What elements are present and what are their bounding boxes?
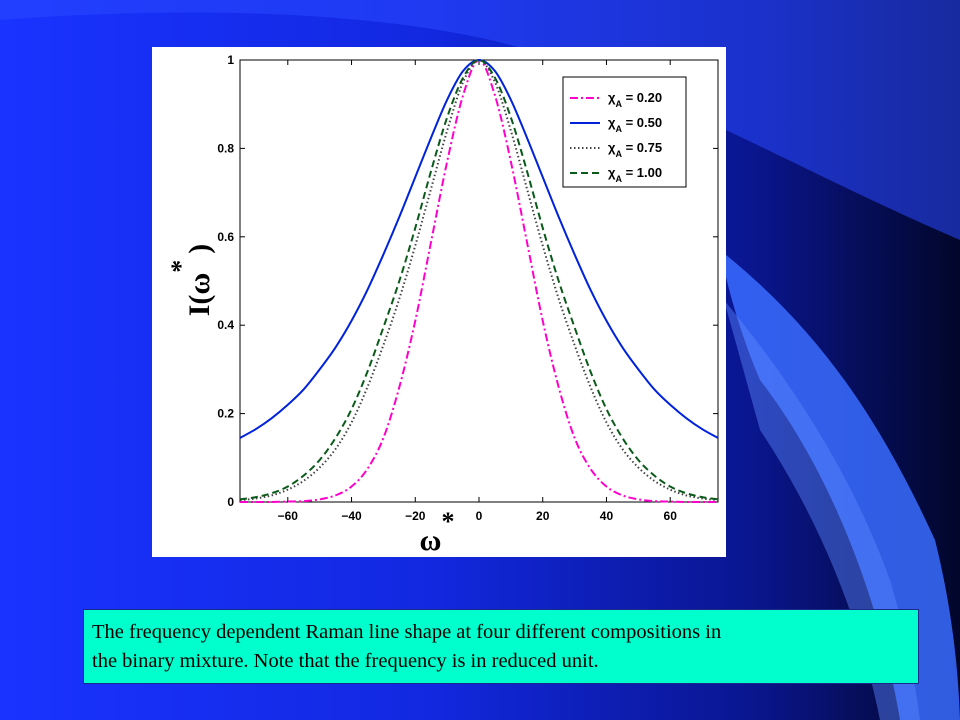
y-tick-label: 0.6 [217,230,234,244]
caption-line-1: The frequency dependent Raman line shape… [92,621,722,643]
legend-value: = 0.75 [622,140,662,155]
x-tick-label: 40 [600,509,614,523]
legend-value: = 0.50 [622,115,662,130]
legend-box [562,76,687,188]
curves [239,58,719,504]
y-tick-label: 1 [227,53,234,67]
y-axis-label: I(ω*) [166,244,216,317]
legend-value: = 1.00 [622,165,662,180]
legend-subscript: A [615,174,622,184]
y-axis-label-main: I(ω [183,273,216,317]
caption-box: The frequency dependent Raman line shape… [83,609,919,684]
legend-value: = 0.20 [622,90,662,105]
y-tick-label: 0.2 [217,407,234,421]
y-axis-label-close: ) [183,244,216,254]
series-line-3 [239,58,719,502]
legend-symbol: χ [608,115,616,130]
series-line-2 [239,58,719,439]
legend-label-3: χA = 0.75 [608,140,662,159]
x-axis-label-main: ω [420,524,442,557]
legend-symbol: χ [608,140,616,155]
legend-subscript: A [615,149,622,159]
background-ribbon-right [720,250,960,720]
legend-label-1: χA = 0.20 [608,90,662,109]
x-tick-label: −20 [405,509,426,523]
x-axis-label-sup: * [441,507,454,536]
x-tick-label: −40 [341,509,362,523]
series-line-4 [239,58,719,501]
legend-label-4: χA = 1.00 [608,165,662,184]
x-tick-label: 20 [536,509,550,523]
x-tick-label: 0 [476,509,483,523]
legend-subscript: A [615,124,622,134]
y-axis-label-sup: * [166,260,195,273]
y-tick-label: 0.8 [217,141,234,155]
y-tick-label: 0.4 [217,318,234,332]
x-tick-label: −60 [278,509,299,523]
legend-symbol: χ [608,165,616,180]
legend-symbol: χ [608,90,616,105]
legend-subscript: A [615,99,622,109]
x-axis-label: ω* [420,507,455,557]
x-tick-label: 60 [664,509,678,523]
caption-line-2: the binary mixture. Note that the freque… [92,650,599,672]
legend-label-2: χA = 0.50 [608,115,662,134]
axis-ticks: −60 −40 −20 0 20 40 60 0 0.2 0.4 0.6 0.8 1 [217,53,718,523]
y-tick-label: 0 [227,495,234,509]
plot-panel: −60 −40 −20 0 20 40 60 0 0.2 0.4 0.6 0.8 1 χA = 0.20… [152,47,726,557]
